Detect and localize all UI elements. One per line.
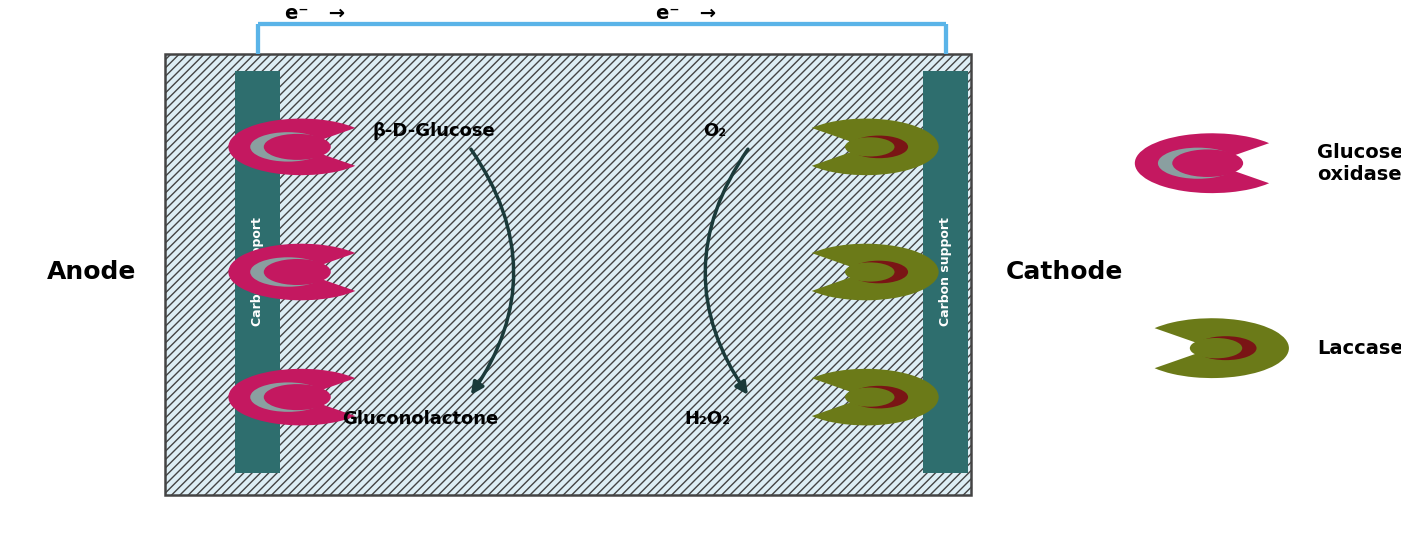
- Wedge shape: [850, 386, 908, 409]
- Wedge shape: [228, 369, 356, 425]
- Bar: [923, 71, 968, 473]
- Text: β-D-Glucose: β-D-Glucose: [373, 121, 496, 140]
- Wedge shape: [1135, 133, 1269, 193]
- Wedge shape: [845, 137, 894, 157]
- Text: Glucose
oxidase: Glucose oxidase: [1317, 143, 1401, 184]
- Wedge shape: [263, 384, 331, 410]
- Wedge shape: [263, 259, 331, 285]
- Wedge shape: [1173, 150, 1243, 177]
- Bar: [165, 54, 971, 495]
- Wedge shape: [811, 369, 939, 425]
- Text: Carbon support: Carbon support: [939, 218, 953, 326]
- Wedge shape: [1189, 338, 1243, 358]
- Wedge shape: [251, 382, 326, 412]
- Text: Gluconolactone: Gluconolactone: [342, 410, 499, 428]
- Wedge shape: [845, 387, 894, 407]
- Wedge shape: [228, 119, 356, 175]
- Wedge shape: [263, 134, 331, 160]
- Wedge shape: [811, 244, 939, 300]
- Text: Cathode: Cathode: [1006, 260, 1124, 284]
- Wedge shape: [845, 262, 894, 282]
- Wedge shape: [228, 244, 356, 300]
- Text: O₂: O₂: [703, 121, 726, 140]
- Wedge shape: [850, 261, 908, 283]
- Wedge shape: [251, 132, 326, 162]
- Bar: [235, 71, 280, 473]
- Wedge shape: [251, 257, 326, 287]
- Wedge shape: [1154, 318, 1289, 378]
- Text: Laccase: Laccase: [1317, 339, 1401, 357]
- Text: e⁻   →: e⁻ →: [286, 4, 345, 23]
- Wedge shape: [811, 119, 939, 175]
- Text: H₂O₂: H₂O₂: [685, 410, 730, 428]
- Text: Carbon support: Carbon support: [251, 218, 265, 326]
- Wedge shape: [850, 135, 908, 158]
- Text: e⁻   →: e⁻ →: [657, 4, 716, 23]
- Wedge shape: [1157, 147, 1238, 179]
- Text: Anode: Anode: [46, 260, 136, 284]
- Wedge shape: [1195, 336, 1257, 360]
